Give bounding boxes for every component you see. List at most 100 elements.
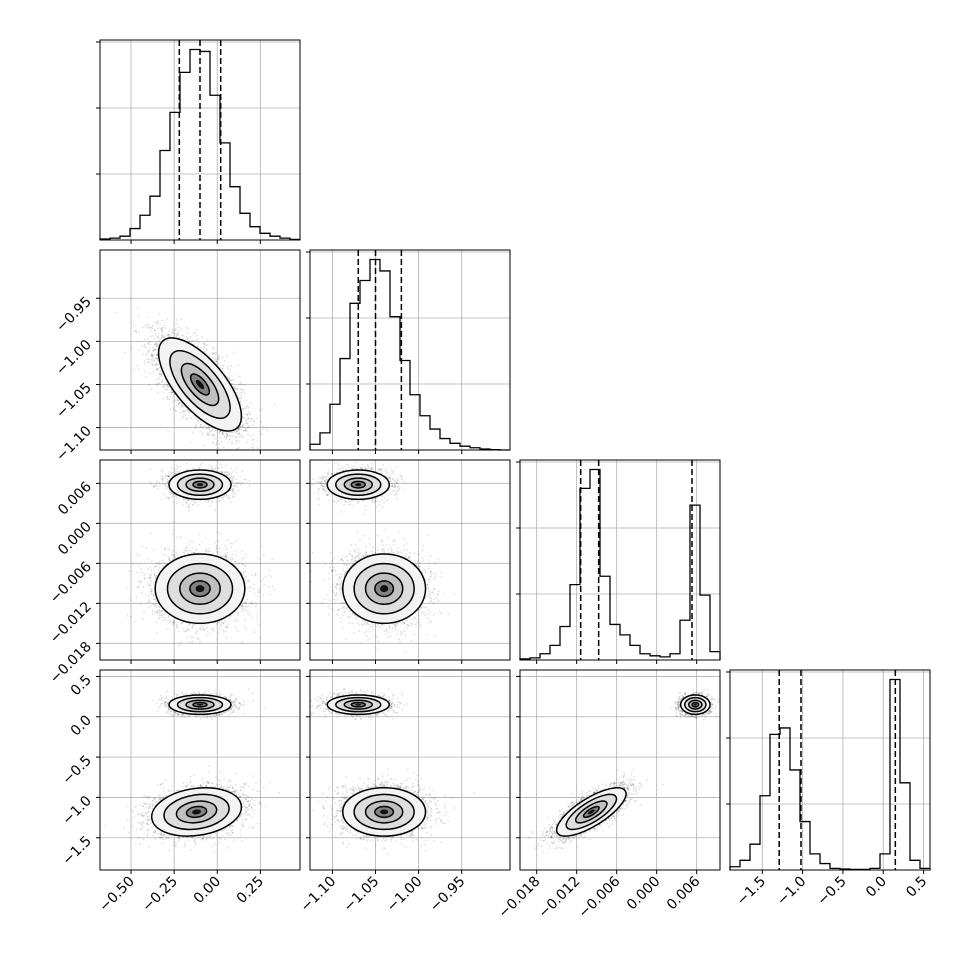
sample-point <box>274 403 276 406</box>
sample-point <box>135 331 138 333</box>
sample-point <box>143 370 146 373</box>
sample-point <box>178 402 181 404</box>
sample-point <box>242 389 245 392</box>
sample-point <box>172 331 175 334</box>
sample-point <box>175 332 178 335</box>
sample-point <box>146 350 149 353</box>
sample-point <box>165 381 168 384</box>
sample-point <box>225 493 227 496</box>
sample-point <box>181 417 184 420</box>
sample-point <box>148 361 151 364</box>
sample-point <box>158 382 161 384</box>
sample-point <box>226 434 229 437</box>
sample-point <box>221 431 224 433</box>
sample-point <box>178 402 180 405</box>
sample-point <box>169 391 171 394</box>
sample-point <box>237 428 240 430</box>
sample-point <box>236 430 239 432</box>
sample-point <box>237 433 239 436</box>
sample-point <box>178 402 180 404</box>
sample-point <box>218 432 221 435</box>
sample-point <box>154 349 156 351</box>
sample-point <box>134 330 137 332</box>
sample-point <box>245 428 248 431</box>
sample-point <box>230 431 233 434</box>
sample-point <box>231 488 234 490</box>
sample-point <box>165 475 167 478</box>
sample-point <box>160 375 163 378</box>
sample-point <box>158 372 161 375</box>
sample-point <box>249 420 252 423</box>
sample-point <box>184 410 187 412</box>
sample-point <box>244 400 247 403</box>
sample-point <box>175 495 178 498</box>
sample-point <box>239 425 242 428</box>
sample-point <box>169 395 172 398</box>
sample-point <box>195 335 198 337</box>
sample-point <box>167 330 170 332</box>
sample-point <box>157 327 159 330</box>
sample-point <box>156 378 159 381</box>
sample-point <box>175 335 178 338</box>
sample-point <box>186 501 188 503</box>
sample-point <box>167 496 169 499</box>
sample-point <box>248 412 251 415</box>
sample-point <box>228 376 231 379</box>
sample-point <box>231 431 234 434</box>
sample-point <box>166 396 169 398</box>
sample-point <box>153 348 156 351</box>
sample-point <box>232 489 234 491</box>
sample-point <box>145 323 148 326</box>
sample-point <box>147 358 149 361</box>
sample-point <box>150 353 153 356</box>
panel-background <box>730 670 930 870</box>
sample-point <box>170 492 172 495</box>
sample-point <box>166 318 169 320</box>
sample-point <box>233 378 235 381</box>
sample-point <box>177 399 179 402</box>
sample-point <box>174 329 177 332</box>
sample-point <box>155 342 158 345</box>
sample-point <box>162 330 164 333</box>
sample-point <box>221 367 224 370</box>
sample-point <box>204 350 206 353</box>
sample-point <box>206 338 209 341</box>
sample-point <box>172 500 174 503</box>
sample-point <box>137 315 140 318</box>
sample-point <box>231 435 234 437</box>
sample-point <box>185 418 188 421</box>
sample-point <box>202 426 205 428</box>
sample-point <box>182 416 185 418</box>
histogram-step-line <box>519 468 721 660</box>
sample-point <box>220 437 223 439</box>
sample-point <box>206 344 209 346</box>
sample-point <box>230 441 233 443</box>
sample-point <box>180 318 183 321</box>
sample-point <box>238 375 241 378</box>
sample-point <box>155 322 158 324</box>
sample-point <box>205 344 207 347</box>
histogram-step-line <box>729 678 931 871</box>
sample-point <box>172 406 175 409</box>
sample-point <box>154 341 157 344</box>
sample-point <box>171 400 174 403</box>
sample-point <box>240 394 243 397</box>
sample-point <box>172 408 175 411</box>
histogram-panel <box>516 459 721 664</box>
sample-point <box>154 364 157 367</box>
sample-point <box>156 368 159 371</box>
sample-point <box>229 379 231 382</box>
sample-point <box>152 357 155 359</box>
sample-point <box>207 432 209 435</box>
sample-point <box>137 368 140 370</box>
sample-point <box>150 327 153 329</box>
sample-point <box>154 343 157 345</box>
sample-point <box>217 440 220 442</box>
sample-point <box>156 354 159 357</box>
sample-point <box>165 334 168 336</box>
sample-point <box>171 391 173 394</box>
sample-point <box>225 464 228 467</box>
sample-point <box>153 343 156 346</box>
sample-point <box>236 392 239 394</box>
sample-point <box>244 427 247 430</box>
